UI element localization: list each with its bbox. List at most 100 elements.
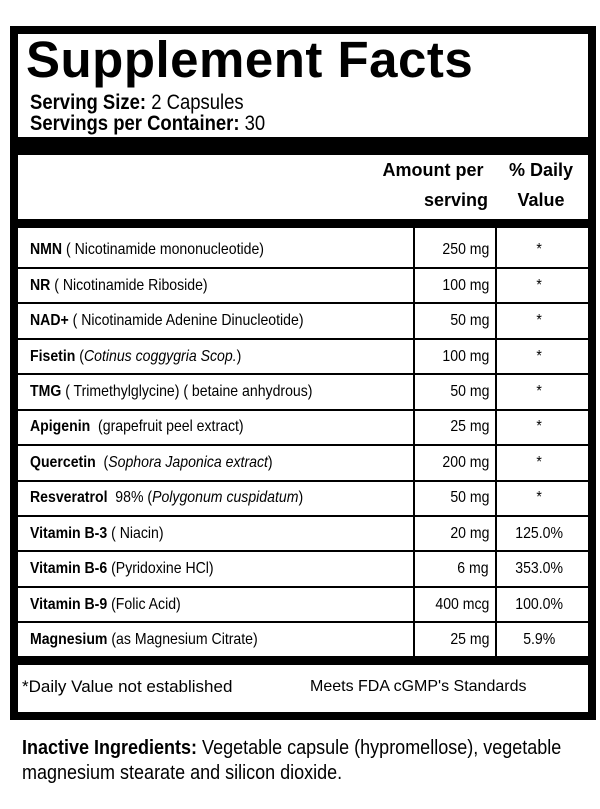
- column-header: Amount per serving % Daily Value: [18, 155, 588, 219]
- ingredient-cell: Magnesium (as Magnesium Citrate): [18, 621, 415, 656]
- ingredient-desc: (grapefruit peel extract): [90, 418, 244, 436]
- ingredient-text: TMG ( Trimethylglycine) ( betaine anhydr…: [30, 383, 312, 401]
- daily-value: 5.9%: [523, 630, 556, 648]
- ingredient-desc-end: ): [267, 453, 273, 471]
- amount-cell: 100 mg: [413, 266, 497, 305]
- ingredient-cell: Vitamin B-9 (Folic Acid): [18, 585, 415, 624]
- ingredient-desc-end: ): [298, 489, 304, 507]
- inactive-ingredients-text: Vegetable capsule (hypromellose), vegeta…: [22, 737, 562, 784]
- ingredient-desc-italic: Sophora Japonica extract: [108, 453, 268, 471]
- daily-value-cell: 100.0%: [495, 585, 588, 624]
- table-row: Magnesium (as Magnesium Citrate) 25 mg 5.9…: [18, 621, 588, 656]
- daily-value-cell: *: [495, 228, 588, 269]
- amount-header: Amount per serving: [368, 155, 498, 215]
- table-row: NMN ( Nicotinamide mononucleotide) 250 mg…: [18, 228, 588, 269]
- ingredient-desc: (: [95, 453, 109, 471]
- amount-cell: 400 mcg: [413, 585, 497, 624]
- amount-value: 100 mg: [442, 276, 489, 294]
- amount-cell: 100 mg: [413, 337, 497, 376]
- daily-value-cell: 5.9%: [495, 621, 588, 656]
- daily-value: *: [536, 382, 543, 400]
- table-row: Resveratrol 98% (Polygonum cuspidatum) 50…: [18, 479, 588, 517]
- daily-value-cell: *: [495, 408, 588, 447]
- ingredient-text: NR ( Nicotinamide Riboside): [30, 277, 208, 295]
- ingredient-name: Quercetin: [30, 453, 96, 471]
- daily-value: *: [536, 240, 543, 258]
- amount-value: 100 mg: [442, 347, 489, 365]
- daily-value: 100.0%: [515, 595, 564, 613]
- ingredient-text: Apigenin (grapefruit peel extract): [30, 418, 244, 436]
- ingredient-desc: ( Nicotinamide mononucleotide): [62, 240, 264, 258]
- amount-value: 20 mg: [449, 524, 489, 542]
- ingredient-text: Quercetin (Sophora Japonica extract): [30, 454, 273, 472]
- table-row: NR ( Nicotinamide Riboside) 100 mg *: [18, 266, 588, 305]
- page-title: Supplement Facts: [26, 31, 474, 88]
- ingredient-desc-end: ): [236, 347, 242, 365]
- ingredient-cell: Vitamin B-3 ( Niacin): [18, 514, 415, 553]
- fda-standards-note: Meets FDA cGMP's Standards: [310, 678, 527, 695]
- daily-value: *: [536, 489, 543, 507]
- amount-cell: 6 mg: [413, 550, 497, 588]
- ingredient-text: Magnesium (as Magnesium Citrate): [30, 631, 258, 649]
- amount-value: 25 mg: [449, 630, 489, 648]
- ingredient-name: Apigenin: [30, 418, 91, 436]
- amount-value: 50 mg: [449, 382, 489, 400]
- ingredient-name: Vitamin B-3: [30, 524, 108, 542]
- amount-value: 50 mg: [449, 312, 489, 330]
- ingredient-cell: Quercetin (Sophora Japonica extract): [18, 444, 415, 482]
- daily-value: 125.0%: [515, 524, 564, 542]
- daily-value-cell: 353.0%: [495, 550, 588, 588]
- ingredient-desc-italic: Polygonum cuspidatum: [152, 489, 299, 507]
- table-row: Vitamin B-9 (Folic Acid) 400 mcg 100.0%: [18, 585, 588, 624]
- servings-per-container-label: Servings per Container:: [30, 112, 240, 135]
- ingredient-text: Vitamin B-3 ( Niacin): [30, 525, 164, 543]
- ingredient-cell: Apigenin (grapefruit peel extract): [18, 408, 415, 447]
- daily-value: *: [536, 347, 543, 365]
- table-row: Apigenin (grapefruit peel extract) 25 mg *: [18, 408, 588, 447]
- ingredient-desc: (: [75, 347, 84, 365]
- ingredient-text: Fisetin (Cotinus coggygria Scop.): [30, 348, 241, 366]
- amount-value: 400 mcg: [434, 595, 489, 613]
- daily-value: *: [536, 312, 543, 330]
- amount-cell: 250 mg: [413, 228, 497, 269]
- footer: *Daily Value not established Meets FDA c…: [18, 665, 588, 712]
- ingredient-name: Vitamin B-9: [30, 595, 108, 613]
- daily-value-cell: *: [495, 373, 588, 411]
- ingredient-name: Magnesium: [30, 630, 108, 648]
- daily-value-note: *Daily Value not established: [22, 677, 233, 696]
- amount-cell: 50 mg: [413, 479, 497, 517]
- table-row: NAD+ ( Nicotinamide Adenine Dinucleotide…: [18, 302, 588, 340]
- table-row: Fisetin (Cotinus coggygria Scop.) 100 mg *: [18, 337, 588, 376]
- ingredient-text: Vitamin B-9 (Folic Acid): [30, 596, 181, 614]
- inactive-ingredients-label: Inactive Ingredients:: [22, 737, 198, 759]
- amount-value: 50 mg: [449, 489, 489, 507]
- ingredient-name: NMN: [30, 240, 63, 258]
- daily-value-cell: *: [495, 302, 588, 340]
- table-row: Vitamin B-3 ( Niacin) 20 mg 125.0%: [18, 514, 588, 553]
- ingredient-desc: (as Magnesium Citrate): [107, 630, 258, 648]
- ingredient-name: Resveratrol: [30, 489, 108, 507]
- daily-value-cell: *: [495, 444, 588, 482]
- amount-cell: 25 mg: [413, 408, 497, 447]
- amount-value: 250 mg: [442, 240, 489, 258]
- dv-header-line1: % Daily: [508, 160, 574, 180]
- daily-value-cell: *: [495, 337, 588, 376]
- ingredient-cell: NMN ( Nicotinamide mononucleotide): [18, 228, 415, 269]
- ingredient-text: Vitamin B-6 (Pyridoxine HCl): [30, 560, 214, 578]
- ingredient-cell: Vitamin B-6 (Pyridoxine HCl): [18, 550, 415, 588]
- ingredient-cell: NR ( Nicotinamide Riboside): [18, 266, 415, 305]
- daily-value: 353.0%: [515, 560, 564, 578]
- servings-per-container: Servings per Container: 30: [30, 113, 265, 134]
- amount-value: 25 mg: [449, 418, 489, 436]
- ingredient-text: Resveratrol 98% (Polygonum cuspidatum): [30, 489, 303, 507]
- ingredient-name: NR: [30, 276, 51, 294]
- ingredient-name: Vitamin B-6: [30, 560, 108, 578]
- ingredient-name: NAD+: [30, 312, 69, 330]
- daily-value-cell: *: [495, 479, 588, 517]
- ingredient-cell: NAD+ ( Nicotinamide Adenine Dinucleotide…: [18, 302, 415, 340]
- serving-size: Serving Size: 2 Capsules: [30, 92, 244, 113]
- ingredient-desc: ( Trimethylglycine) ( betaine anhydrous): [61, 382, 313, 400]
- ingredient-desc: (Pyridoxine HCl): [107, 560, 214, 578]
- amount-value: 200 mg: [442, 453, 489, 471]
- ingredient-desc: 98% (: [107, 489, 153, 507]
